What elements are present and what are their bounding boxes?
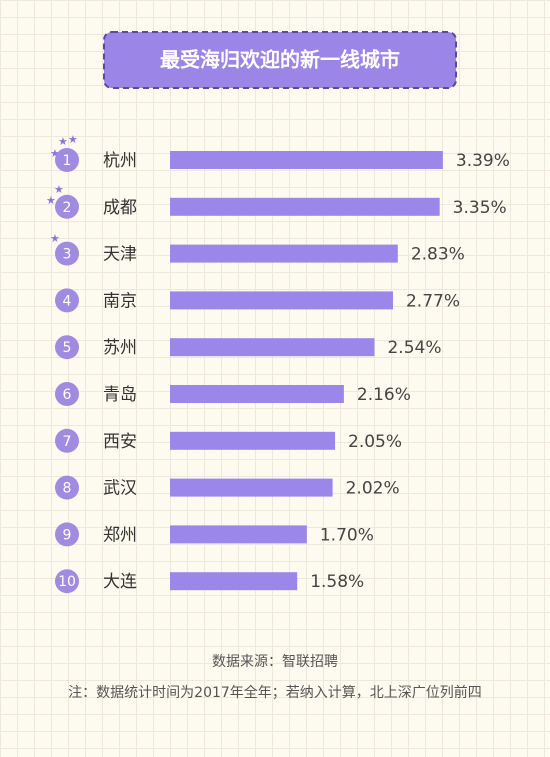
svg-text:★: ★ <box>54 183 64 196</box>
rank-label: 2 <box>63 200 72 216</box>
chart-title: 最受海归欢迎的新一线城市 <box>160 48 400 72</box>
title-box <box>103 31 457 89</box>
bar <box>170 478 333 497</box>
value-label: 3.35% <box>453 198 507 218</box>
note: 注：数据统计时间为2017年全年；若纳入计算，北上深广位列前四 <box>68 684 482 701</box>
svg-text:★: ★ <box>50 147 60 160</box>
svg-text:★: ★ <box>68 133 78 146</box>
value-label: 2.16% <box>357 385 411 405</box>
rank-label: 10 <box>58 574 76 590</box>
bar <box>170 151 443 169</box>
rank-badge <box>55 148 79 172</box>
value-label: 1.58% <box>310 572 364 592</box>
svg-text:★: ★ <box>46 194 56 207</box>
value-label: 2.02% <box>346 479 400 499</box>
category-label: 西安 <box>103 432 137 452</box>
stars: ★★ ★ ★★ ★ <box>46 133 78 245</box>
bar <box>170 291 393 310</box>
rank-label: 8 <box>63 481 72 497</box>
rank-badge <box>55 428 79 453</box>
value-label: 2.83% <box>411 245 465 265</box>
rank-label: 6 <box>63 387 72 403</box>
rank-badge <box>55 382 79 406</box>
rank-badge <box>55 475 79 500</box>
rank-badge <box>55 241 79 266</box>
bar <box>170 197 440 216</box>
svg-text:★: ★ <box>50 232 60 245</box>
value-label: 3.39% <box>456 151 510 171</box>
rank-label: 7 <box>63 434 72 450</box>
source: 数据来源：智联招聘 <box>212 654 338 670</box>
bar <box>170 338 375 357</box>
value-label: 2.77% <box>406 291 460 311</box>
bar <box>170 525 307 544</box>
rank-badge <box>55 335 79 360</box>
bar <box>170 244 398 263</box>
category-label: 大连 <box>103 572 137 592</box>
rank-badge <box>55 569 79 594</box>
category-label: 郑州 <box>103 525 137 545</box>
rank-label: 3 <box>63 247 72 263</box>
bar <box>170 431 336 450</box>
bar <box>170 385 344 403</box>
svg-text:★: ★ <box>58 135 68 148</box>
category-label: 南京 <box>103 291 137 311</box>
value-label: 1.70% <box>320 525 374 545</box>
rank-badge <box>55 288 79 313</box>
category-label: 杭州 <box>103 151 137 171</box>
rank-badge <box>55 522 79 547</box>
category-label: 武汉 <box>103 479 137 499</box>
bar <box>170 572 298 591</box>
category-label: 苏州 <box>103 338 137 358</box>
category-label: 青岛 <box>103 385 137 405</box>
rank-label: 4 <box>63 293 72 309</box>
value-label: 2.05% <box>348 432 402 452</box>
rank-badge <box>55 194 79 219</box>
category-label: 天津 <box>103 245 137 265</box>
rank-label: 9 <box>63 527 72 543</box>
rank-label: 5 <box>63 340 72 356</box>
value-label: 2.54% <box>387 338 441 358</box>
rank-label: 1 <box>63 153 72 169</box>
category-label: 成都 <box>103 198 137 218</box>
